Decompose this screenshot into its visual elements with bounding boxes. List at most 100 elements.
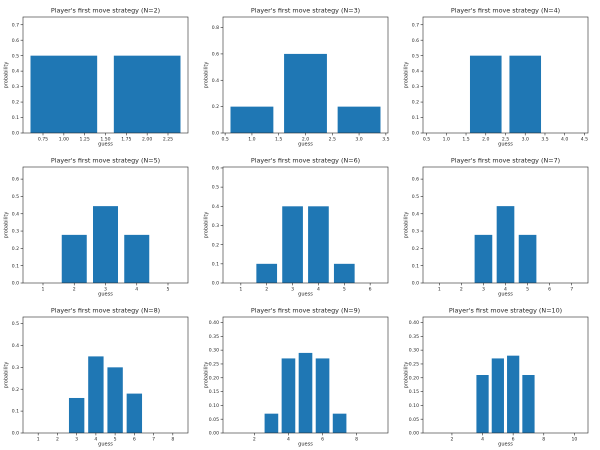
- subplot-n8: 1 2 3 4 5 6 7 8 0.0 0.1 0.2 0.3 0.4 0.5 Player's first…: [4, 307, 189, 448]
- x-tick-label: 2.0: [482, 137, 489, 143]
- y-axis-label: probability: [404, 212, 410, 239]
- x-tick-label: 2: [73, 287, 76, 293]
- subplot-n3: 0.5 1.0 1.5 2.0 2.5 3.0 3.5 0.0 0.2 0.4 0.6 0.8 Play…: [204, 7, 390, 148]
- y-tick-label: 0.6: [412, 177, 419, 183]
- bar: [93, 206, 118, 283]
- x-tick-label: 3.5: [541, 137, 548, 143]
- x-tick-label: 4: [504, 287, 507, 293]
- x-tick-label: 0.5: [221, 137, 228, 143]
- y-tick-label: 0.6: [212, 52, 219, 58]
- y-tick-label: 0.4: [212, 204, 219, 210]
- y-tick-label: 0.7: [412, 22, 419, 28]
- y-tick-label: 0.20: [209, 375, 219, 381]
- y-axis-label: probability: [204, 62, 210, 89]
- y-axis-label: probability: [204, 212, 210, 239]
- axes-frame: [222, 316, 389, 434]
- y-tick-label: 0.5: [12, 194, 19, 200]
- axes-frame: [22, 316, 189, 434]
- bar: [522, 375, 535, 433]
- y-axis-label: probability: [404, 362, 410, 389]
- chart-title: Player's first move strategy (N=6): [251, 157, 360, 165]
- y-tick-label: 0.00: [209, 431, 219, 437]
- y-tick-label: 0.1: [12, 115, 19, 121]
- x-axis-label: guess: [98, 292, 113, 298]
- x-tick-label: 3: [104, 287, 107, 293]
- x-tick-label: 7: [570, 287, 573, 293]
- x-tick-label: 6: [321, 437, 324, 443]
- y-tick-label: 0.3: [12, 84, 19, 90]
- y-tick-label: 0.2: [12, 100, 19, 106]
- y-tick-label: 0.3: [412, 84, 419, 90]
- y-tick-label: 0.20: [409, 375, 419, 381]
- y-tick-label: 0.4: [412, 211, 419, 217]
- x-tick-label: 4: [317, 287, 320, 293]
- y-tick-label: 0.10: [409, 403, 419, 409]
- y-tick-label: 0.0: [412, 131, 419, 137]
- subplot-n10: 2 4 6 8 10 0.00 0.05 0.10 0.15 0.20 0.25 0.30 0.35 0.…: [404, 307, 589, 448]
- y-tick-label: 0.6: [212, 166, 219, 172]
- x-tick-label: 2.00: [142, 137, 152, 143]
- x-tick-label: 7: [152, 437, 155, 443]
- y-tick-label: 0.2: [212, 104, 219, 110]
- x-tick-label: 1: [37, 437, 40, 443]
- y-axis-label: probability: [404, 62, 410, 89]
- chart-title: Player's first move strategy (N=2): [51, 7, 160, 15]
- bar: [315, 358, 330, 433]
- subplot-n2: 0.75 1.00 1.25 1.50 1.75 2.00 2.25 0.0 0.1 0.2 0.3…: [4, 7, 189, 148]
- x-tick-label: 4: [287, 437, 290, 443]
- y-tick-label: 0.4: [12, 69, 19, 75]
- x-tick-label: 8: [355, 437, 358, 443]
- y-tick-label: 0.6: [412, 38, 419, 44]
- y-tick-label: 0.1: [12, 409, 19, 415]
- x-axis-label: guess: [98, 442, 113, 448]
- subplot-n7: 1 2 3 4 5 6 7 0.0 0.1 0.2 0.3 0.4 0.5 0.6 Player's fir…: [404, 157, 589, 298]
- x-tick-label: 1.50: [100, 137, 110, 143]
- y-tick-label: 0.25: [209, 362, 219, 368]
- x-tick-label: 8: [542, 437, 545, 443]
- y-tick-label: 0.5: [412, 53, 419, 59]
- y-tick-label: 0.0: [212, 281, 219, 287]
- chart-title: Player's first move strategy (N=5): [51, 157, 160, 165]
- y-tick-label: 0.2: [412, 246, 419, 252]
- bar: [474, 234, 493, 283]
- x-axis-label: guess: [298, 292, 313, 298]
- axes-frame: [422, 316, 589, 434]
- x-tick-label: 3: [291, 287, 294, 293]
- x-tick-label: 6: [512, 437, 515, 443]
- chart-title: Player's first move strategy (N=7): [451, 157, 560, 165]
- x-tick-label: 3.0: [522, 137, 529, 143]
- y-tick-label: 0.2: [412, 100, 419, 106]
- bar: [509, 55, 542, 133]
- bar: [113, 55, 181, 133]
- x-tick-label: 2: [253, 437, 256, 443]
- y-axis-label: probability: [204, 362, 210, 389]
- y-tick-label: 0.05: [409, 417, 419, 423]
- y-tick-label: 0.05: [209, 417, 219, 423]
- bar: [126, 393, 143, 433]
- y-tick-label: 0.7: [12, 22, 19, 28]
- x-tick-label: 2: [56, 437, 59, 443]
- y-tick-label: 0.1: [412, 263, 419, 269]
- bar: [284, 53, 327, 134]
- x-tick-label: 4.5: [581, 137, 588, 143]
- y-tick-label: 0.15: [209, 389, 219, 395]
- chart-title: Player's first move strategy (N=3): [251, 7, 360, 15]
- y-tick-label: 0.4: [212, 78, 219, 84]
- y-tick-label: 0.2: [12, 387, 19, 393]
- x-tick-label: 1.00: [59, 137, 69, 143]
- y-tick-label: 0.0: [12, 281, 19, 287]
- y-tick-label: 0.6: [12, 38, 19, 44]
- bar: [68, 397, 85, 433]
- x-tick-label: 8: [171, 437, 174, 443]
- axes-frame: [222, 166, 389, 284]
- x-tick-label: 4: [135, 287, 138, 293]
- subplot-n4: 0.5 1.0 1.5 2.0 2.5 3.0 3.5 4.0 4.5 0.0 0.1 0.2 0.3 0…: [404, 7, 589, 148]
- x-tick-label: 4: [94, 437, 97, 443]
- y-tick-label: 0.3: [12, 229, 19, 235]
- y-tick-label: 0.1: [212, 261, 219, 267]
- y-tick-label: 0.4: [12, 211, 19, 217]
- bar: [332, 413, 347, 433]
- chart-title: Player's first move strategy (N=8): [51, 307, 160, 315]
- x-tick-label: 0.5: [423, 137, 430, 143]
